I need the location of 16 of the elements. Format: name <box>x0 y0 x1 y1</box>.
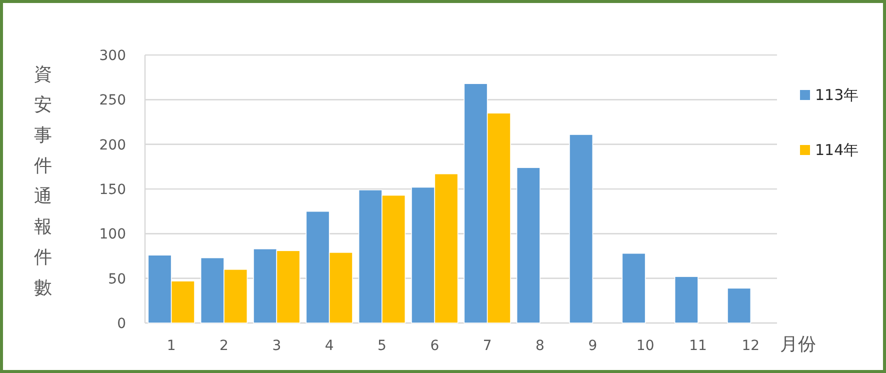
legend-label: 113年 <box>815 86 859 104</box>
legend-label: 114年 <box>815 141 859 159</box>
y-tick-label: 50 <box>108 271 126 288</box>
bar <box>622 252 646 324</box>
y-tick-label: 300 <box>99 48 126 64</box>
y-axis-title: 資安事件通報件數 <box>34 64 52 298</box>
y-tick-label: 150 <box>99 182 126 198</box>
bar <box>516 167 540 324</box>
bar <box>569 134 594 324</box>
x-axis-title: 月份 <box>780 334 816 355</box>
bar <box>674 276 698 324</box>
y-tick-label: 0 <box>117 316 126 332</box>
y-tick-label: 100 <box>99 226 126 243</box>
y-tick-label: 250 <box>99 92 126 109</box>
y-tick-label: 200 <box>99 137 126 154</box>
bar <box>727 288 752 324</box>
